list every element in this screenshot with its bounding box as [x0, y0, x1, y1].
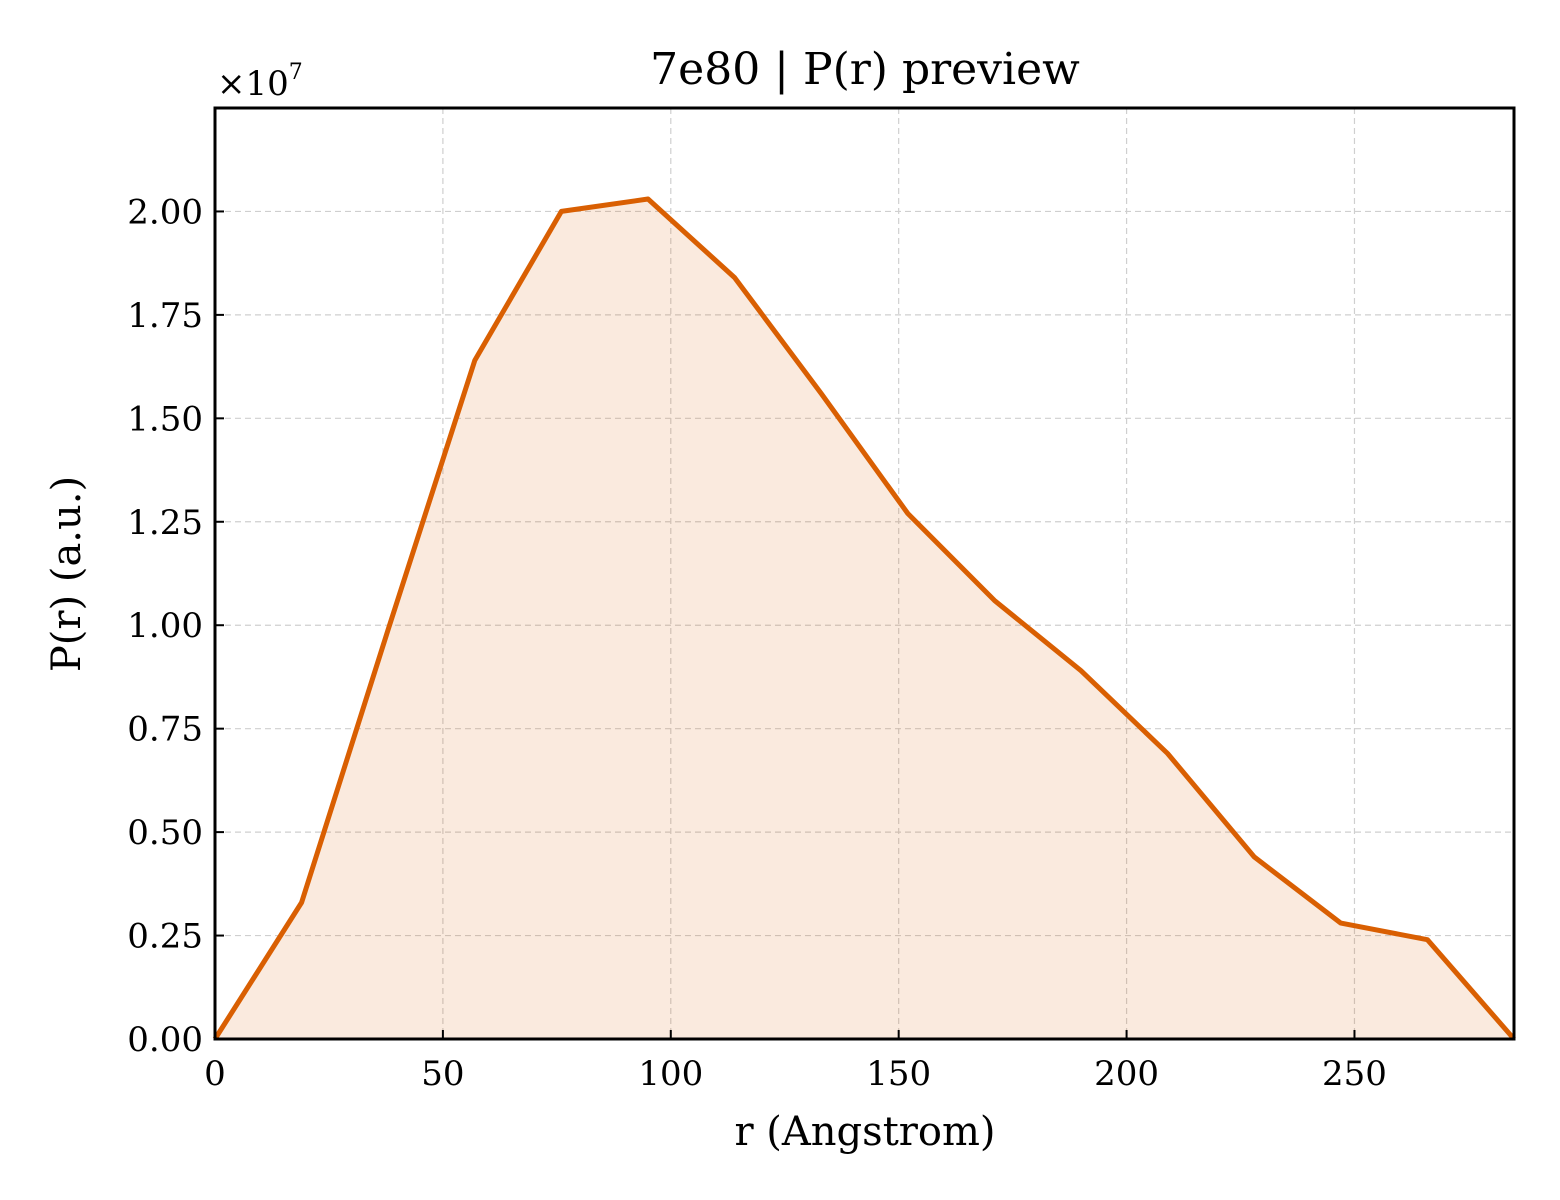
x-axis-title: r (Angstrom) — [734, 1109, 995, 1155]
y-axis-title: P(r) (a.u.) — [44, 476, 90, 672]
x-tick-label: 100 — [638, 1054, 703, 1094]
grid — [215, 108, 1514, 1039]
y-tick-label: 1.00 — [127, 606, 203, 646]
pr-area-fill — [215, 199, 1514, 1039]
axis-ticks: 0 50 100 150 200 250 0.00 0.25 0.50 0.75 1.00 1.25 1… — [127, 192, 1387, 1094]
x-tick-label: 250 — [1322, 1054, 1387, 1094]
x-tick-label: 200 — [1094, 1054, 1159, 1094]
y-axis-multiplier: ×107 — [217, 60, 303, 104]
y-tick-label: 0.50 — [127, 813, 203, 853]
x-tick-label: 150 — [866, 1054, 931, 1094]
plot-frame — [213, 106, 1516, 1041]
y-tick-label: 0.75 — [127, 710, 203, 750]
y-tick-label: 0.25 — [127, 917, 203, 957]
chart-title: 7e80 | P(r) preview — [650, 44, 1080, 95]
y-tick-label: 1.25 — [127, 503, 203, 543]
y-tick-label: 0.00 — [127, 1020, 203, 1060]
x-tick-label: 50 — [421, 1054, 464, 1094]
y-tick-label: 1.75 — [127, 296, 203, 336]
y-tick-label: 2.00 — [127, 192, 203, 232]
y-tick-label: 1.50 — [127, 399, 203, 439]
y-multiplier-exponent: 7 — [289, 60, 303, 85]
x-tick-label: 0 — [204, 1054, 226, 1094]
y-multiplier-base: ×10 — [217, 64, 289, 104]
pr-series-line — [212, 196, 1516, 1041]
